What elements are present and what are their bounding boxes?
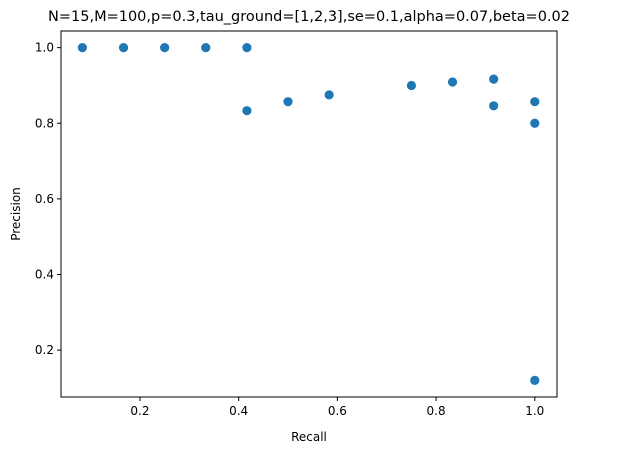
x-axis-label: Recall: [291, 430, 327, 444]
x-tick-label: 0.4: [229, 404, 248, 418]
data-point-4: [201, 43, 211, 53]
y-tick-label: 0.2: [35, 343, 54, 357]
data-point-2: [118, 43, 129, 53]
data-point-8: [324, 90, 334, 100]
data-point-6: [242, 106, 252, 116]
data-point-9: [406, 80, 417, 91]
data-point-11: [489, 74, 499, 84]
y-axis-ticks: 0.2 0.4 0.6 0.8 1.0: [35, 41, 61, 357]
data-point-10: [447, 77, 458, 87]
data-point-7: [283, 97, 293, 107]
data-point-14: [530, 118, 540, 128]
plot-area-frame: [60, 30, 558, 398]
data-point-15: [530, 375, 540, 385]
y-tick-label: 0.4: [35, 267, 54, 281]
x-tick-label: 0.6: [328, 404, 347, 418]
data-point-13: [530, 97, 540, 107]
x-tick-label: 0.2: [130, 404, 149, 418]
y-tick-label: 0.6: [35, 192, 54, 206]
y-tick-label: 1.0: [35, 41, 54, 55]
x-tick-label: 0.8: [427, 404, 446, 418]
data-point-1: [77, 43, 87, 53]
data-points: [77, 43, 540, 385]
y-tick-label: 0.8: [35, 116, 54, 130]
y-axis-label: Precision: [9, 187, 23, 241]
data-point-5: [242, 43, 252, 53]
x-tick-label: 1.0: [525, 404, 544, 418]
data-point-12: [489, 101, 499, 111]
chart-title: N=15,M=100,p=0.3,tau_ground=[1,2,3],se=0…: [48, 9, 570, 25]
x-axis-ticks: 0.2 0.4 0.6 0.8 1.0: [130, 397, 544, 418]
data-point-3: [160, 43, 170, 53]
